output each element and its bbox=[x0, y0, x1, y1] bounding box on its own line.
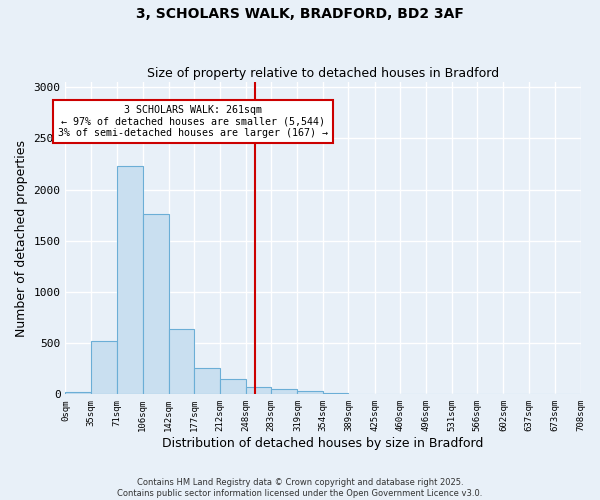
Y-axis label: Number of detached properties: Number of detached properties bbox=[15, 140, 28, 336]
Bar bbox=[298, 392, 323, 394]
Bar bbox=[65, 392, 91, 394]
Bar bbox=[91, 341, 117, 394]
Bar bbox=[169, 329, 194, 394]
Text: 3, SCHOLARS WALK, BRADFORD, BD2 3AF: 3, SCHOLARS WALK, BRADFORD, BD2 3AF bbox=[136, 8, 464, 22]
Text: 3 SCHOLARS WALK: 261sqm
← 97% of detached houses are smaller (5,544)
3% of semi-: 3 SCHOLARS WALK: 261sqm ← 97% of detache… bbox=[58, 104, 328, 138]
Bar bbox=[271, 389, 298, 394]
Bar bbox=[194, 368, 220, 394]
Bar bbox=[117, 166, 143, 394]
Bar bbox=[220, 379, 246, 394]
Text: Contains HM Land Registry data © Crown copyright and database right 2025.
Contai: Contains HM Land Registry data © Crown c… bbox=[118, 478, 482, 498]
Bar bbox=[246, 386, 271, 394]
Bar bbox=[143, 214, 169, 394]
Title: Size of property relative to detached houses in Bradford: Size of property relative to detached ho… bbox=[147, 66, 499, 80]
X-axis label: Distribution of detached houses by size in Bradford: Distribution of detached houses by size … bbox=[162, 437, 484, 450]
